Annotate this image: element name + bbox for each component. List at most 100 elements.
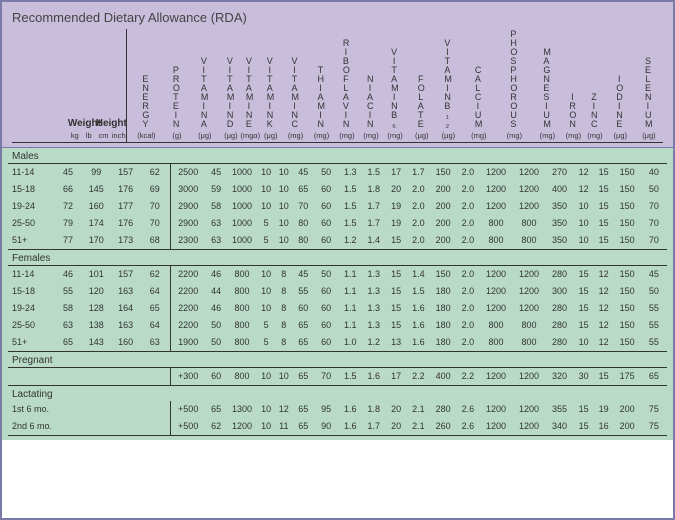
data-cell: 150 <box>614 334 641 352</box>
data-cell <box>140 401 171 418</box>
data-cell: 1.5 <box>338 215 362 232</box>
data-cell: 2.0 <box>456 266 480 284</box>
data-cell: 2.0 <box>407 232 431 250</box>
data-cell: 10 <box>257 266 275 284</box>
col-vitamin-k: VITAMINK <box>259 29 282 130</box>
data-cell: 15 <box>594 232 614 250</box>
data-cell <box>112 368 140 386</box>
col-magnesium: MAGNESIUM <box>532 29 562 130</box>
data-cell: 80 <box>293 232 314 250</box>
data-cell <box>8 368 55 386</box>
data-cell: 12 <box>574 181 594 198</box>
data-cell: 1200 <box>513 198 546 215</box>
data-cell: 50 <box>206 334 227 352</box>
data-cell: 800 <box>227 283 258 300</box>
data-cell: 270 <box>545 164 573 182</box>
data-cell: 45 <box>206 164 227 182</box>
data-cell: 280 <box>545 317 573 334</box>
section-label: Females <box>8 250 667 266</box>
data-cell: 150 <box>430 164 456 182</box>
data-cell: 1st 6 mo. <box>8 401 55 418</box>
data-cell: 163 <box>112 317 140 334</box>
data-cell: 50 <box>206 317 227 334</box>
data-cell: 173 <box>112 232 140 250</box>
data-cell: 19 <box>594 401 614 418</box>
data-cell: 45 <box>293 164 314 182</box>
data-cell: 1.0 <box>338 334 362 352</box>
data-cell: 1.3 <box>362 300 386 317</box>
data-cell <box>55 401 81 418</box>
data-cell: 5 <box>257 215 275 232</box>
data-cell: 2200 <box>170 266 205 284</box>
data-cell: 72 <box>55 198 81 215</box>
data-cell: 63 <box>206 232 227 250</box>
data-cell: 19-24 <box>8 300 55 317</box>
unit-cell: (g) <box>166 130 189 143</box>
unit-cm: cm <box>96 130 112 143</box>
data-cell: 12 <box>275 401 293 418</box>
data-cell: 2.0 <box>407 181 431 198</box>
data-cell: 1000 <box>227 198 258 215</box>
col-zinc: ZINC <box>584 29 606 130</box>
data-cell: 70 <box>641 215 667 232</box>
data-cell: 1200 <box>513 266 546 284</box>
data-cell: 15 <box>574 266 594 284</box>
data-cell: 10 <box>574 334 594 352</box>
data-cell: 2.0 <box>456 198 480 215</box>
unit-cell: (μg) <box>436 130 461 143</box>
data-cell: 8 <box>275 266 293 284</box>
column-headers: Weight Height ENERGYPROTEINVITAMINAVITAM… <box>12 29 663 143</box>
data-cell: 70 <box>314 368 339 386</box>
data-cell: 176 <box>112 215 140 232</box>
data-cell: 320 <box>545 368 573 386</box>
data-cell: 65 <box>293 334 314 352</box>
data-cell: 1200 <box>227 418 258 436</box>
data-cell: 46 <box>206 300 227 317</box>
data-cell: 2500 <box>170 164 205 182</box>
unit-cell: (mg) <box>382 130 407 143</box>
data-cell: 10 <box>275 368 293 386</box>
data-cell: 280 <box>545 300 573 317</box>
data-cell: 2200 <box>170 283 205 300</box>
data-cell: 55 <box>55 283 81 300</box>
unit-cell: (mg) <box>584 130 606 143</box>
data-cell: 150 <box>614 164 641 182</box>
data-cell: 60 <box>314 300 339 317</box>
data-cell: 200 <box>430 181 456 198</box>
data-cell: 2.1 <box>407 401 431 418</box>
data-cell: 150 <box>614 198 641 215</box>
data-cell: 25-50 <box>8 317 55 334</box>
data-cell: 60 <box>314 232 339 250</box>
data-cell: 60 <box>293 300 314 317</box>
data-cell: 2.0 <box>407 215 431 232</box>
data-cell: 15 <box>574 418 594 436</box>
unit-cell: (μg) <box>408 130 436 143</box>
data-cell: 1.5 <box>338 181 362 198</box>
data-cell <box>55 368 81 386</box>
data-cell: 800 <box>513 317 546 334</box>
data-cell: 99 <box>81 164 112 182</box>
data-cell: 2.0 <box>456 215 480 232</box>
data-cell: 11 <box>275 418 293 436</box>
data-cell: 2.6 <box>456 418 480 436</box>
col-phosphorous: PHOSPHOROUS <box>497 29 533 130</box>
data-cell: 800 <box>513 215 546 232</box>
data-cell: 170 <box>81 232 112 250</box>
data-cell: 1200 <box>480 181 513 198</box>
data-cell: 340 <box>545 418 573 436</box>
data-cell: 101 <box>81 266 112 284</box>
data-cell: +500 <box>170 418 205 436</box>
data-cell: 150 <box>614 181 641 198</box>
data-cell: 350 <box>545 198 573 215</box>
unit-lb: lb <box>82 130 96 143</box>
unit-cell: (μg) <box>259 130 282 143</box>
data-cell: 5 <box>257 317 275 334</box>
data-cell: 1200 <box>513 283 546 300</box>
data-cell: 260 <box>430 418 456 436</box>
data-cell: 62 <box>140 266 171 284</box>
data-cell: 8 <box>275 317 293 334</box>
data-cell: 19 <box>386 215 407 232</box>
data-cell: 1.7 <box>362 215 386 232</box>
unit-cell: (mg) <box>461 130 497 143</box>
data-cell: 2.1 <box>407 418 431 436</box>
